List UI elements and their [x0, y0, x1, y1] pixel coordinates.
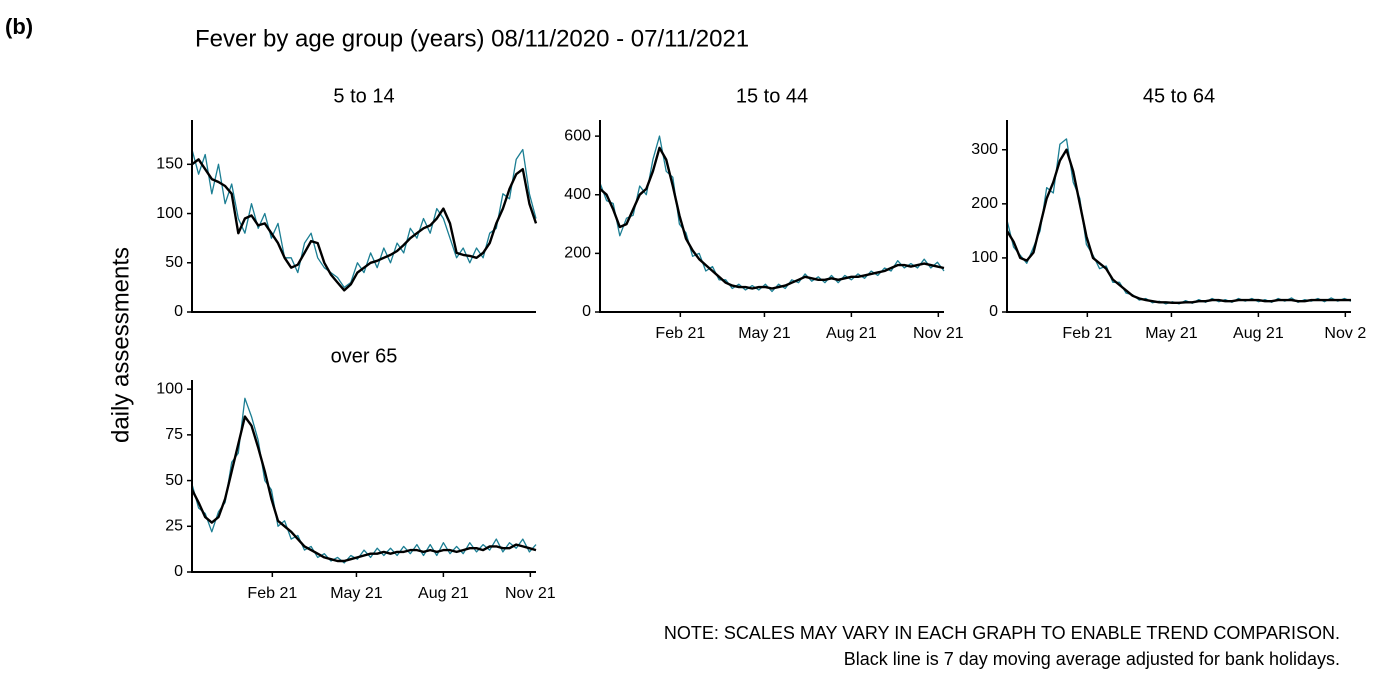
y-tick-label: 400 — [564, 186, 591, 203]
y-tick-label: 200 — [971, 195, 998, 212]
average-line — [599, 146, 945, 290]
panel-title: over 65 — [331, 345, 398, 367]
y-tick-label: 100 — [971, 249, 998, 266]
x-tick-label: May 21 — [1145, 325, 1198, 342]
x-tick-label: Aug 21 — [1233, 325, 1284, 342]
panel-title: 45 to 64 — [1143, 85, 1215, 107]
x-tick-label: Aug 21 — [826, 325, 877, 342]
average-line — [1005, 148, 1351, 304]
average-line — [191, 158, 538, 292]
x-tick-label: Aug 21 — [418, 585, 469, 602]
daily-line — [191, 148, 537, 289]
x-tick-label: May 21 — [330, 585, 383, 602]
y-tick-label: 0 — [582, 303, 591, 320]
y-axis-label: daily assessments — [107, 247, 134, 443]
note: NOTE: SCALES MAY VARY IN EACH GRAPH TO E… — [664, 623, 1340, 643]
x-tick-label: Nov 21 — [913, 325, 964, 342]
y-tick-label: 300 — [971, 141, 998, 158]
y-tick-label: 150 — [156, 156, 183, 173]
y-tick-label: 200 — [564, 245, 591, 262]
y-tick-label: 100 — [156, 380, 183, 397]
y-tick-label: 0 — [174, 563, 183, 580]
y-tick-label: 0 — [174, 303, 183, 320]
average-line — [190, 415, 537, 563]
y-tick-label: 75 — [165, 426, 183, 443]
note: Black line is 7 day moving average adjus… — [844, 649, 1340, 669]
y-tick-label: 600 — [564, 127, 591, 144]
y-tick-label: 50 — [165, 254, 183, 271]
panel-title: 15 to 44 — [736, 85, 808, 107]
panel-title: 5 to 14 — [333, 85, 394, 107]
panel-label: (b) — [5, 14, 33, 39]
y-tick-label: 25 — [165, 518, 183, 535]
x-tick-label: Nov 2 — [1324, 325, 1366, 342]
y-tick-label: 100 — [156, 205, 183, 222]
x-tick-label: May 21 — [738, 325, 791, 342]
x-tick-label: Feb 21 — [655, 325, 705, 342]
y-tick-label: 50 — [165, 472, 183, 489]
y-tick-label: 0 — [989, 303, 998, 320]
x-tick-label: Feb 21 — [247, 585, 297, 602]
x-tick-label: Nov 21 — [505, 585, 556, 602]
x-tick-label: Feb 21 — [1062, 325, 1112, 342]
figure-title: Fever by age group (years) 08/11/2020 - … — [195, 25, 749, 52]
